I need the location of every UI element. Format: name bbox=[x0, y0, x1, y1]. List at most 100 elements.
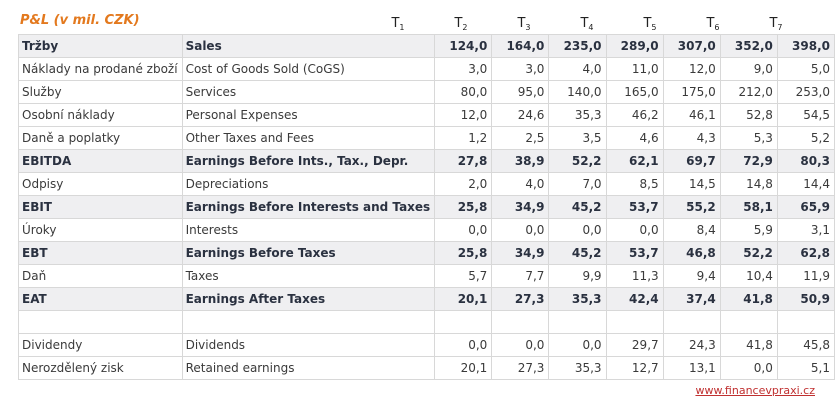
value-cell: 69,7 bbox=[662, 149, 721, 173]
value-cell: 29,7 bbox=[605, 333, 664, 357]
value-cell: 11,3 bbox=[605, 264, 664, 288]
value-cell: 3,0 bbox=[434, 57, 493, 81]
value-cell: 14,8 bbox=[719, 172, 778, 196]
value-cell: 13,1 bbox=[662, 356, 721, 380]
value-cell: 80,0 bbox=[434, 80, 493, 104]
value-cell: 53,7 bbox=[605, 195, 664, 219]
table-row: Odpisy Depreciations 2,0 4,0 7,0 8,5 14,5 14,8 1… bbox=[18, 172, 835, 196]
value-cell: 5,3 bbox=[719, 126, 778, 150]
value-cell: 5,2 bbox=[776, 126, 835, 150]
row-label-en: Taxes bbox=[181, 264, 436, 288]
row-label-cz: Dividendy bbox=[18, 333, 183, 357]
value-cell: 4,3 bbox=[662, 126, 721, 150]
value-cell: 45,8 bbox=[776, 333, 835, 357]
value-cell: 20,1 bbox=[434, 287, 493, 311]
period-header-2: T2 bbox=[454, 16, 468, 32]
row-label-cz: Osobní náklady bbox=[18, 103, 183, 127]
value-cell: 52,8 bbox=[719, 103, 778, 127]
value-cell: 5,9 bbox=[719, 218, 778, 242]
value-cell: 34,9 bbox=[491, 241, 550, 265]
website-link[interactable]: www.financevpraxi.cz bbox=[695, 384, 815, 397]
value-cell bbox=[548, 310, 607, 334]
value-cell: 41,8 bbox=[719, 287, 778, 311]
value-cell: 46,8 bbox=[662, 241, 721, 265]
value-cell: 0,0 bbox=[434, 218, 493, 242]
value-cell: 289,0 bbox=[605, 34, 664, 58]
value-cell: 50,9 bbox=[776, 287, 835, 311]
table-row: Nerozdělený zisk Retained earnings 20,1 27,… bbox=[18, 356, 835, 380]
row-label-en: Interests bbox=[181, 218, 436, 242]
table-row bbox=[18, 310, 835, 334]
row-label-cz: Nerozdělený zisk bbox=[18, 356, 183, 380]
row-label-cz bbox=[18, 310, 183, 334]
value-cell: 65,9 bbox=[776, 195, 835, 219]
row-label-en: Earnings Before Taxes bbox=[181, 241, 436, 265]
row-label-cz: Tržby bbox=[18, 34, 183, 58]
value-cell bbox=[605, 310, 664, 334]
period-header-1: T1 bbox=[391, 16, 405, 32]
value-cell: 3,1 bbox=[776, 218, 835, 242]
value-cell: 62,1 bbox=[605, 149, 664, 173]
value-cell: 124,0 bbox=[434, 34, 493, 58]
value-cell: 52,2 bbox=[548, 149, 607, 173]
value-cell: 25,8 bbox=[434, 241, 493, 265]
value-cell: 45,2 bbox=[548, 195, 607, 219]
value-cell: 8,4 bbox=[662, 218, 721, 242]
value-cell bbox=[776, 310, 835, 334]
row-label-en: Cost of Goods Sold (CoGS) bbox=[181, 57, 436, 81]
value-cell: 2,0 bbox=[434, 172, 493, 196]
value-cell: 41,8 bbox=[719, 333, 778, 357]
value-cell: 55,2 bbox=[662, 195, 721, 219]
value-cell: 165,0 bbox=[605, 80, 664, 104]
value-cell: 25,8 bbox=[434, 195, 493, 219]
value-cell: 0,0 bbox=[548, 333, 607, 357]
value-cell: 20,1 bbox=[434, 356, 493, 380]
row-label-cz: Služby bbox=[18, 80, 183, 104]
value-cell: 5,0 bbox=[776, 57, 835, 81]
value-cell: 52,2 bbox=[719, 241, 778, 265]
value-cell: 4,6 bbox=[605, 126, 664, 150]
row-label-cz: Daně a poplatky bbox=[18, 126, 183, 150]
table-title: P&L (v mil. CZK) bbox=[20, 13, 140, 28]
value-cell: 9,0 bbox=[719, 57, 778, 81]
row-label-en: Earnings Before Ints., Tax., Depr. bbox=[181, 149, 436, 173]
value-cell: 27,3 bbox=[491, 356, 550, 380]
value-cell: 3,0 bbox=[491, 57, 550, 81]
value-cell: 11,9 bbox=[776, 264, 835, 288]
value-cell: 34,9 bbox=[491, 195, 550, 219]
value-cell: 3,5 bbox=[548, 126, 607, 150]
row-label-cz: Náklady na prodané zboží bbox=[18, 57, 183, 81]
table-row: EAT Earnings After Taxes 20,1 27,3 35,3 42,4 3… bbox=[18, 287, 835, 311]
period-header-7: T7 bbox=[769, 16, 783, 32]
value-cell: 10,4 bbox=[719, 264, 778, 288]
value-cell: 9,4 bbox=[662, 264, 721, 288]
row-label-en bbox=[181, 310, 436, 334]
row-label-cz: Daň bbox=[18, 264, 183, 288]
row-label-en: Earnings After Taxes bbox=[181, 287, 436, 311]
value-cell: 5,1 bbox=[776, 356, 835, 380]
table-row: EBT Earnings Before Taxes 25,8 34,9 45,2 53,7… bbox=[18, 241, 835, 265]
value-cell: 5,7 bbox=[434, 264, 493, 288]
value-cell bbox=[491, 310, 550, 334]
value-cell: 24,6 bbox=[491, 103, 550, 127]
value-cell: 0,0 bbox=[719, 356, 778, 380]
value-cell: 4,0 bbox=[491, 172, 550, 196]
value-cell: 14,4 bbox=[776, 172, 835, 196]
value-cell: 9,9 bbox=[548, 264, 607, 288]
value-cell: 1,2 bbox=[434, 126, 493, 150]
value-cell: 2,5 bbox=[491, 126, 550, 150]
table-row: Úroky Interests 0,0 0,0 0,0 0,0 8,4 5,9 3,1 bbox=[18, 218, 835, 242]
value-cell: 0,0 bbox=[491, 218, 550, 242]
row-label-cz: Odpisy bbox=[18, 172, 183, 196]
value-cell: 175,0 bbox=[662, 80, 721, 104]
value-cell: 62,8 bbox=[776, 241, 835, 265]
value-cell: 11,0 bbox=[605, 57, 664, 81]
table-row: Dividendy Dividends 0,0 0,0 0,0 29,7 24,3 41,8 4… bbox=[18, 333, 835, 357]
value-cell: 0,0 bbox=[548, 218, 607, 242]
value-cell: 54,5 bbox=[776, 103, 835, 127]
value-cell: 307,0 bbox=[662, 34, 721, 58]
value-cell: 7,0 bbox=[548, 172, 607, 196]
period-header-4: T4 bbox=[580, 16, 594, 32]
value-cell: 27,3 bbox=[491, 287, 550, 311]
value-cell: 46,1 bbox=[662, 103, 721, 127]
